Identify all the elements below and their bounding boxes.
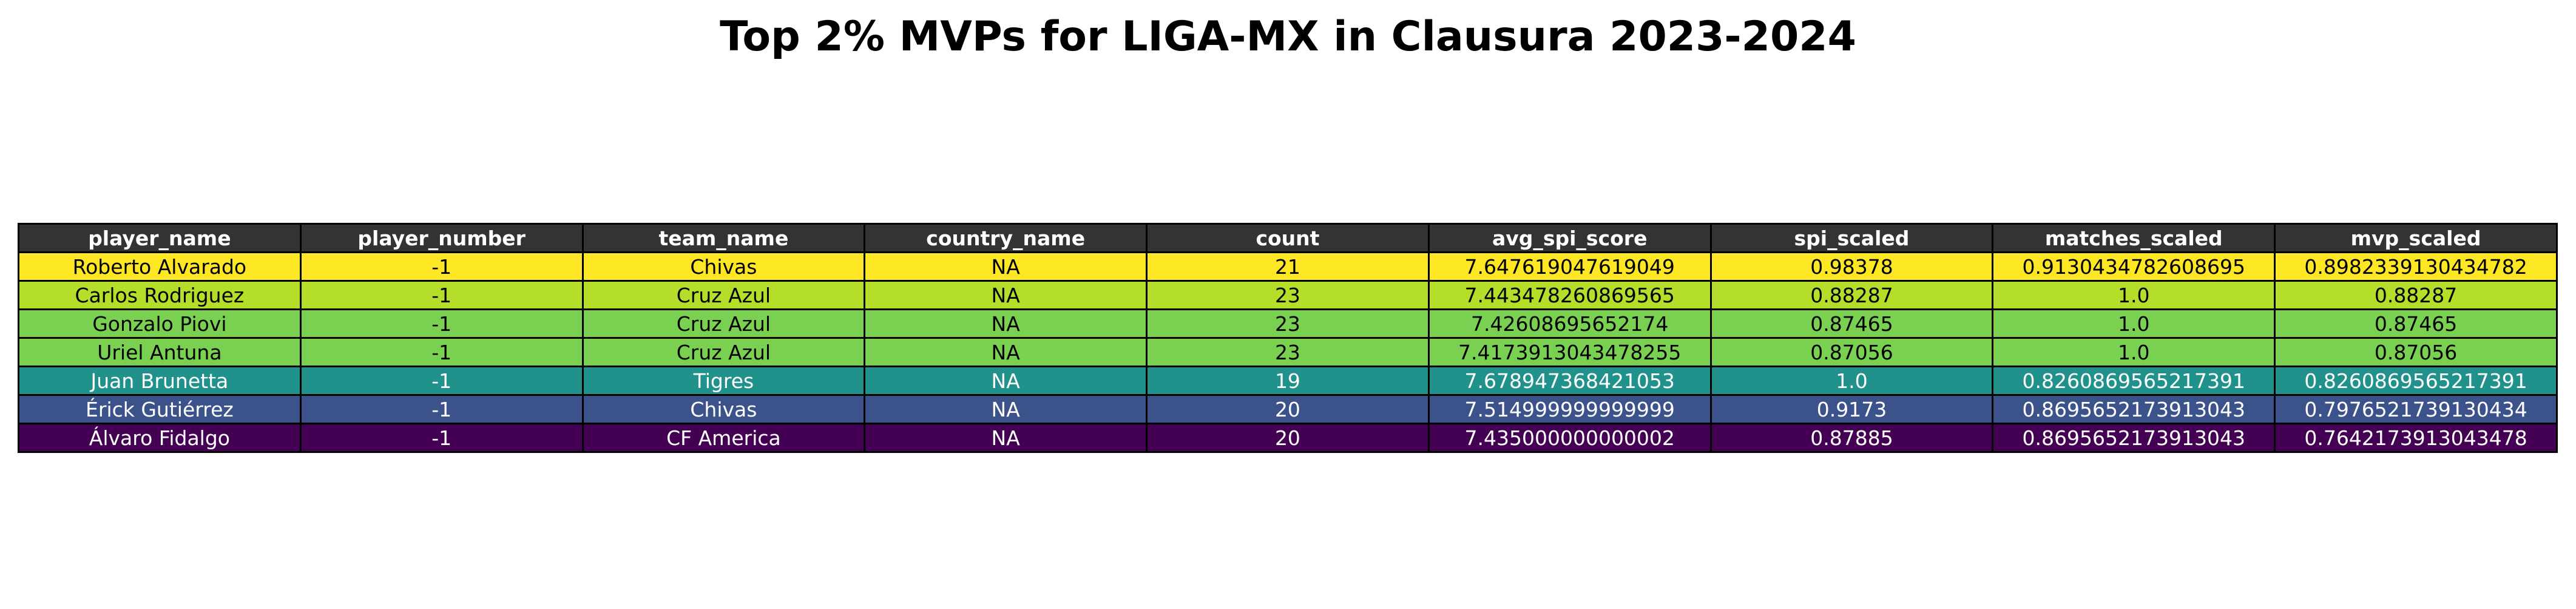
table-cell-team-name: Tigres <box>581 366 866 396</box>
column-header-matches-scaled: matches_scaled <box>1992 223 2276 253</box>
table-cell-team-name: Cruz Azul <box>581 280 866 310</box>
table-cell-count: 23 <box>1146 308 1430 339</box>
table-cell-country-name: NA <box>864 251 1148 282</box>
table-cell-spi-scaled: 0.87465 <box>1709 308 1994 339</box>
table-cell-player-number: -1 <box>299 337 584 367</box>
table-cell-spi-scaled: 0.9173 <box>1709 394 1994 424</box>
table-cell-avg-spi-score: 7.514999999999999 <box>1427 394 1712 424</box>
table-cell-player-number: -1 <box>299 394 584 424</box>
table-cell-spi-scaled: 0.87885 <box>1709 423 1994 453</box>
table-cell-spi-scaled: 1.0 <box>1709 366 1994 396</box>
table-cell-country-name: NA <box>864 280 1148 310</box>
column-header-count: count <box>1146 223 1430 253</box>
header-row: player_name player_number team_name country… <box>18 223 2558 253</box>
table-cell-team-name: Cruz Azul <box>581 337 866 367</box>
table-cell-matches-scaled: 1.0 <box>1992 280 2276 310</box>
table-row: Gonzalo Piovi -1 Cruz Azul NA 23 7.4260869565… <box>18 308 2558 339</box>
table-cell-player-name: Gonzalo Piovi <box>18 308 302 339</box>
table-body: Roberto Alvarado -1 Chivas NA 21 7.6476190476… <box>18 251 2558 453</box>
table-cell-matches-scaled: 0.8695652173913043 <box>1992 394 2276 424</box>
table-cell-matches-scaled: 0.8260869565217391 <box>1992 366 2276 396</box>
table-cell-player-name: Roberto Alvarado <box>18 251 302 282</box>
column-header-player-number: player_number <box>299 223 584 253</box>
table-cell-count: 19 <box>1146 366 1430 396</box>
table-cell-avg-spi-score: 7.443478260869565 <box>1427 280 1712 310</box>
table-cell-count: 23 <box>1146 337 1430 367</box>
table-cell-avg-spi-score: 7.647619047619049 <box>1427 251 1712 282</box>
table-cell-mvp-scaled: 0.7642173913043478 <box>2274 423 2558 453</box>
chart-title: Top 2% MVPs for LIGA-MX in Clausura 2023… <box>720 13 1856 61</box>
table-cell-avg-spi-score: 7.435000000000002 <box>1427 423 1712 453</box>
table-cell-team-name: Chivas <box>581 251 866 282</box>
table-cell-avg-spi-score: 7.4173913043478255 <box>1427 337 1712 367</box>
table-row: Álvaro Fidalgo -1 CF America NA 20 7.43500000… <box>18 423 2558 453</box>
column-header-mvp-scaled: mvp_scaled <box>2274 223 2558 253</box>
table-cell-player-number: -1 <box>299 423 584 453</box>
table-cell-matches-scaled: 1.0 <box>1992 337 2276 367</box>
table-cell-mvp-scaled: 0.8260869565217391 <box>2274 366 2558 396</box>
column-header-spi-scaled: spi_scaled <box>1709 223 1994 253</box>
table-cell-player-number: -1 <box>299 308 584 339</box>
table-cell-spi-scaled: 0.87056 <box>1709 337 1994 367</box>
table-cell-mvp-scaled: 0.7976521739130434 <box>2274 394 2558 424</box>
column-header-player-name: player_name <box>18 223 302 253</box>
table-cell-spi-scaled: 0.98378 <box>1709 251 1994 282</box>
table-cell-player-name: Érick Gutiérrez <box>18 394 302 424</box>
table-cell-avg-spi-score: 7.678947368421053 <box>1427 366 1712 396</box>
table-cell-country-name: NA <box>864 394 1148 424</box>
table-row: Carlos Rodriguez -1 Cruz Azul NA 23 7.4434782… <box>18 280 2558 310</box>
table-cell-matches-scaled: 0.9130434782608695 <box>1992 251 2276 282</box>
table-cell-spi-scaled: 0.88287 <box>1709 280 1994 310</box>
table-cell-country-name: NA <box>864 337 1148 367</box>
table-cell-matches-scaled: 0.8695652173913043 <box>1992 423 2276 453</box>
table-cell-country-name: NA <box>864 366 1148 396</box>
table-cell-player-name: Carlos Rodriguez <box>18 280 302 310</box>
table-cell-team-name: CF America <box>581 423 866 453</box>
column-header-team-name: team_name <box>581 223 866 253</box>
mvp-table: player_name player_number team_name country… <box>18 223 2558 453</box>
table-cell-player-name: Juan Brunetta <box>18 366 302 396</box>
table-cell-player-name: Uriel Antuna <box>18 337 302 367</box>
table-cell-mvp-scaled: 0.87056 <box>2274 337 2558 367</box>
table-row: Juan Brunetta -1 Tigres NA 19 7.6789473684210… <box>18 366 2558 396</box>
table-cell-count: 21 <box>1146 251 1430 282</box>
column-header-country-name: country_name <box>864 223 1148 253</box>
table-cell-count: 23 <box>1146 280 1430 310</box>
table-cell-count: 20 <box>1146 394 1430 424</box>
table-cell-mvp-scaled: 0.8982339130434782 <box>2274 251 2558 282</box>
table-cell-country-name: NA <box>864 308 1148 339</box>
table-cell-avg-spi-score: 7.42608695652174 <box>1427 308 1712 339</box>
table-cell-team-name: Cruz Azul <box>581 308 866 339</box>
table-row: Érick Gutiérrez -1 Chivas NA 20 7.51499999999… <box>18 394 2558 424</box>
table-cell-count: 20 <box>1146 423 1430 453</box>
table-cell-country-name: NA <box>864 423 1148 453</box>
table-cell-team-name: Chivas <box>581 394 866 424</box>
table-cell-player-number: -1 <box>299 251 584 282</box>
table-cell-player-number: -1 <box>299 366 584 396</box>
column-header-avg-spi-score: avg_spi_score <box>1427 223 1712 253</box>
table-cell-player-number: -1 <box>299 280 584 310</box>
table-row: Uriel Antuna -1 Cruz Azul NA 23 7.41739130434… <box>18 337 2558 367</box>
table-cell-matches-scaled: 1.0 <box>1992 308 2276 339</box>
table-cell-player-name: Álvaro Fidalgo <box>18 423 302 453</box>
table-cell-mvp-scaled: 0.88287 <box>2274 280 2558 310</box>
table-cell-mvp-scaled: 0.87465 <box>2274 308 2558 339</box>
table-header: player_name player_number team_name country… <box>18 223 2558 253</box>
table-row: Roberto Alvarado -1 Chivas NA 21 7.6476190476… <box>18 251 2558 282</box>
